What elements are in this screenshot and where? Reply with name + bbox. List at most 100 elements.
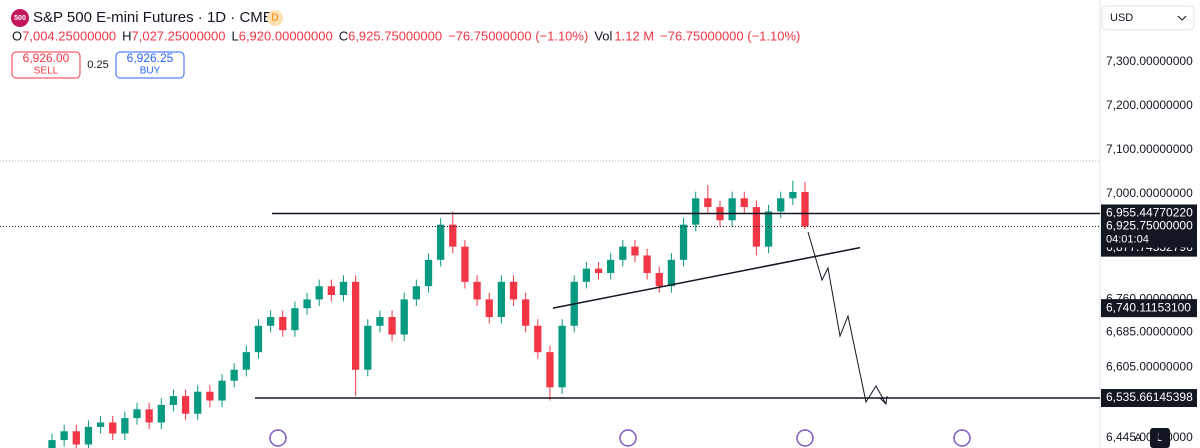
buy-button[interactable] xyxy=(115,51,185,79)
candle-body xyxy=(169,396,178,405)
candle-body xyxy=(230,369,238,381)
candle-body xyxy=(364,325,372,370)
candle-body xyxy=(789,192,797,199)
ohlc-key: C xyxy=(339,28,348,43)
candle-body xyxy=(655,273,663,287)
candle-body xyxy=(388,316,396,335)
candle-body xyxy=(619,246,627,260)
event-icon[interactable] xyxy=(953,429,971,447)
event-icon[interactable] xyxy=(269,429,287,447)
candle-body xyxy=(534,325,542,353)
candle-body xyxy=(728,198,736,221)
candle-body xyxy=(437,224,445,260)
candle-body xyxy=(48,440,56,448)
buy-label: BUY xyxy=(140,66,161,77)
countdown-label: 04:01:04 xyxy=(1106,233,1149,245)
candle-body xyxy=(449,224,457,247)
ohlc-value: 6,925.75000000 xyxy=(348,28,442,43)
candle-body xyxy=(485,299,493,317)
candle-body xyxy=(424,259,433,287)
badge xyxy=(267,10,283,26)
scale-button-a[interactable] xyxy=(1128,428,1148,448)
currency-label: USD xyxy=(1110,12,1133,24)
candle-body xyxy=(351,281,360,370)
symbol-icon-text: 500 xyxy=(14,15,26,22)
ohlc-row: O 7,004.25000000 H 7,027.25000000 L 6,920.000… xyxy=(12,28,800,43)
symbol-icon[interactable] xyxy=(11,9,29,27)
candle-body xyxy=(497,281,506,317)
volume: 1.12 M xyxy=(614,28,654,43)
volume-key: Vol xyxy=(594,28,612,43)
event-icon[interactable] xyxy=(796,429,814,447)
candle-body xyxy=(473,281,481,300)
candle-body xyxy=(218,380,226,401)
candle-body xyxy=(133,409,141,419)
level-label-box xyxy=(1101,389,1197,408)
last-price-label: 6,925.75000000 xyxy=(1106,219,1193,233)
candle-body xyxy=(594,268,603,274)
sell-button[interactable] xyxy=(11,51,81,79)
y-tick-label: 7,100.00000000 xyxy=(1106,142,1193,156)
sell-price: 6,926.00 xyxy=(23,51,70,65)
candle-body xyxy=(279,316,287,331)
candle-body xyxy=(206,391,214,401)
currency-dropdown[interactable] xyxy=(1101,5,1195,31)
dropdown-caret xyxy=(1177,15,1187,21)
candle-body xyxy=(461,246,469,282)
ohlc-key: L xyxy=(231,28,238,43)
spread: 0.25 xyxy=(87,59,108,71)
candle-body xyxy=(558,325,566,388)
y-tick-label: 7,000.00000000 xyxy=(1106,186,1193,200)
level-label: 6,955.44770220 xyxy=(1106,206,1193,220)
plot xyxy=(48,180,809,448)
candle-body xyxy=(522,299,530,326)
candle-body xyxy=(60,431,68,441)
projection-path xyxy=(807,231,887,405)
candle-body xyxy=(303,299,311,309)
candle-body xyxy=(315,286,323,300)
candle-body xyxy=(607,259,615,274)
candle-body xyxy=(145,409,153,423)
candle-body xyxy=(327,286,335,296)
ohlc-value: 6,920.00000000 xyxy=(239,28,333,43)
candle-body xyxy=(704,198,712,208)
trendline xyxy=(552,246,861,309)
candle-body xyxy=(679,224,688,260)
trendline-start-label: 6,740.11153100 xyxy=(1106,300,1191,314)
candle-body xyxy=(631,246,639,256)
ohlc-key: H xyxy=(122,28,131,43)
scale-button-l[interactable] xyxy=(1150,428,1170,448)
ohlc-value: 7,004.25000000 xyxy=(22,28,116,43)
event-icons xyxy=(269,429,971,447)
candle-body xyxy=(740,198,748,208)
symbol-title[interactable]: S&P 500 E-mini Futures · 1D · CME xyxy=(33,9,273,26)
candle-body xyxy=(266,316,275,326)
event-icon[interactable] xyxy=(619,429,637,447)
candle-body xyxy=(109,422,117,434)
y-tick-label: 7,300.00000000 xyxy=(1106,54,1193,68)
candle-body xyxy=(157,404,165,423)
candle-body xyxy=(376,316,384,326)
y-tick-label: 6,445.00000000 xyxy=(1106,430,1193,444)
sell-label: SELL xyxy=(34,66,59,77)
y-tick-label: 6,685.00000000 xyxy=(1106,325,1193,339)
candle-body xyxy=(546,352,554,388)
candle-body xyxy=(764,211,773,247)
badge-text: D xyxy=(271,13,278,24)
candle-body xyxy=(667,259,676,287)
change: −76.75000000 (−1.10%) xyxy=(448,28,588,43)
candle-body xyxy=(96,422,105,427)
candle-body xyxy=(84,426,93,445)
level-label: 6,535.66145398 xyxy=(1106,390,1193,404)
ohlc-key: O xyxy=(12,28,22,43)
candle-body xyxy=(801,192,809,227)
buy-price: 6,926.25 xyxy=(127,51,174,65)
candle-body xyxy=(412,286,420,300)
candle-body xyxy=(254,325,263,353)
scale-a-label: A xyxy=(1134,432,1142,444)
candle-body xyxy=(194,391,202,414)
last-price-box xyxy=(1101,217,1197,248)
